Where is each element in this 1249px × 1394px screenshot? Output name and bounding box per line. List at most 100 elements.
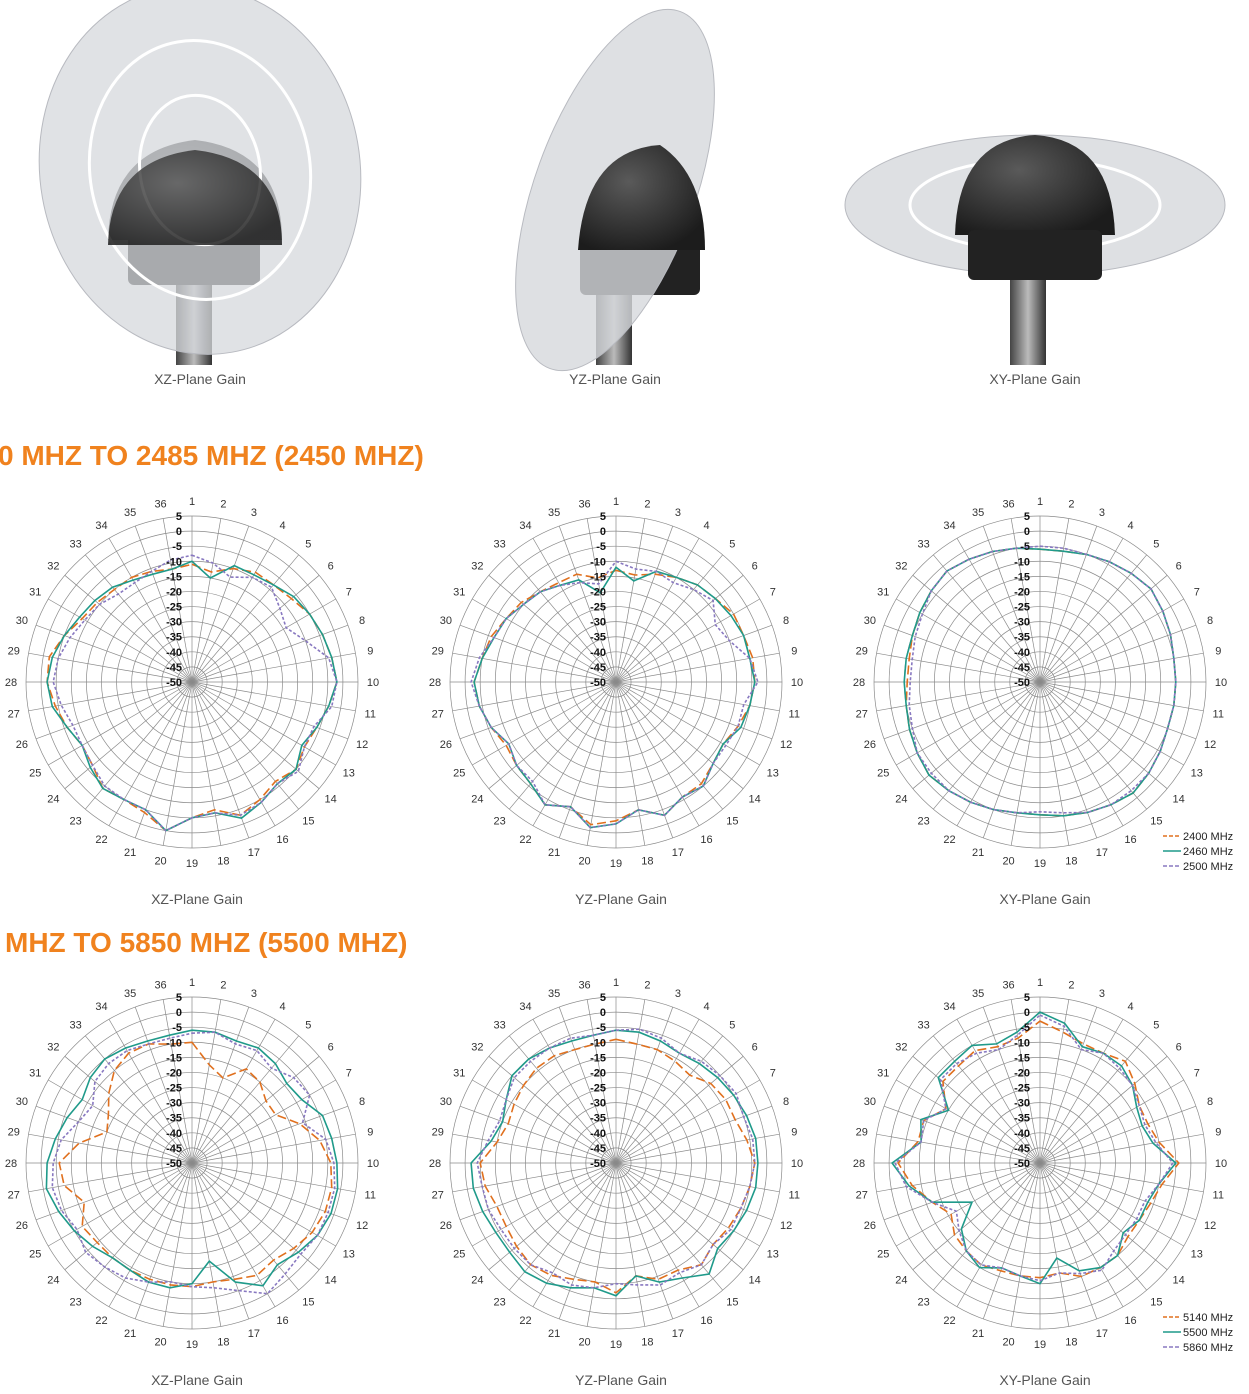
- grid-spoke: [883, 624, 1041, 683]
- chart-title: YZ-Plane Gain: [575, 1372, 667, 1388]
- angle-label: 2: [644, 499, 650, 511]
- angle-label: 20: [154, 855, 166, 867]
- angle-label: 25: [453, 768, 465, 780]
- r-tick-label: -5: [596, 1022, 606, 1034]
- angle-label: 26: [16, 739, 28, 751]
- angle-label: 34: [943, 520, 955, 532]
- angle-label: 22: [95, 834, 107, 846]
- grid-spoke: [912, 575, 1041, 683]
- angle-label: 19: [186, 858, 198, 870]
- grid-spoke: [191, 1035, 299, 1164]
- r-tick-label: -40: [1014, 647, 1030, 659]
- grid-spoke: [615, 999, 646, 1164]
- r-tick-label: 5: [600, 511, 606, 523]
- series-line: [908, 545, 1177, 814]
- r-tick-label: -20: [1014, 586, 1030, 598]
- grid-spoke: [956, 1162, 1041, 1307]
- grid-spoke: [956, 538, 1041, 683]
- grid-spoke: [162, 1162, 193, 1327]
- angle-label: 26: [440, 1220, 452, 1232]
- antenna-yz-image: [515, 8, 715, 372]
- grid-spoke: [615, 1162, 744, 1270]
- angle-label: 3: [1099, 507, 1105, 519]
- angle-label: 10: [1215, 1158, 1227, 1170]
- grid-spoke: [1039, 1162, 1197, 1221]
- angle-label: 31: [877, 587, 889, 599]
- angle-label: 13: [343, 1249, 355, 1261]
- angle-label: 20: [154, 1336, 166, 1348]
- angle-label: 28: [429, 677, 441, 689]
- angle-label: 4: [279, 520, 285, 532]
- grid-spoke: [452, 1133, 617, 1164]
- grid-spoke: [933, 1162, 1041, 1291]
- angle-label: 14: [325, 1274, 337, 1286]
- grid-spoke: [558, 681, 617, 839]
- angle-label: 5: [1153, 1019, 1159, 1031]
- grid-spoke: [85, 1162, 193, 1291]
- grid-spoke: [191, 598, 336, 683]
- r-tick-label: -40: [166, 1128, 182, 1140]
- angle-label: 36: [1002, 980, 1014, 992]
- polar-chart: 1 234567891011121314151617181920212223242…: [5, 496, 379, 907]
- r-tick-label: -10: [590, 556, 606, 568]
- angle-label: 23: [494, 1297, 506, 1309]
- grid-spoke: [615, 525, 674, 683]
- grid-spoke: [191, 538, 276, 683]
- angle-label: 34: [95, 520, 107, 532]
- r-tick-label: 5: [1024, 511, 1030, 523]
- grid-spoke: [85, 554, 193, 683]
- grid-spoke: [35, 624, 193, 683]
- angle-label: 4: [703, 520, 709, 532]
- grid-spoke: [615, 1035, 723, 1164]
- angle-label: 30: [440, 1096, 452, 1108]
- grid-spoke: [615, 1006, 674, 1164]
- r-tick-label: -5: [1020, 1022, 1030, 1034]
- angle-label: 24: [895, 1274, 907, 1286]
- grid-spoke: [615, 1162, 646, 1327]
- angle-label: 28: [429, 1158, 441, 1170]
- angle-label: 26: [864, 1220, 876, 1232]
- angle-label: 8: [359, 1096, 365, 1108]
- grid-spoke: [191, 681, 336, 766]
- grid-spoke: [191, 1079, 336, 1164]
- grid-spoke: [1039, 1056, 1168, 1164]
- grid-spoke: [191, 681, 250, 839]
- angle-label: 10: [367, 677, 379, 689]
- r-tick-label: -30: [590, 617, 606, 629]
- angle-label: 21: [124, 847, 136, 859]
- r-tick-label: -45: [1014, 1143, 1030, 1155]
- figure-caption: XY-Plane Gain: [989, 371, 1080, 387]
- grid-spoke: [896, 681, 1041, 766]
- angle-label: 1: [613, 977, 619, 989]
- angle-label: 33: [918, 1019, 930, 1031]
- r-tick-label: -10: [1014, 1037, 1030, 1049]
- angle-label: 14: [1173, 793, 1185, 805]
- angle-label: 19: [610, 1339, 622, 1351]
- angle-label: 15: [302, 816, 314, 828]
- angle-label: 27: [856, 1189, 868, 1201]
- grid-spoke: [1039, 1133, 1204, 1164]
- r-tick-label: -50: [1014, 677, 1030, 689]
- r-tick-label: -35: [1014, 1113, 1030, 1125]
- grid-spoke: [1039, 518, 1070, 683]
- angle-label: 15: [302, 1297, 314, 1309]
- angle-label: 31: [453, 587, 465, 599]
- angle-label: 32: [895, 1042, 907, 1054]
- angle-label: 21: [548, 1328, 560, 1340]
- angle-label: 33: [918, 538, 930, 550]
- angle-label: 24: [471, 793, 483, 805]
- r-tick-label: -30: [1014, 617, 1030, 629]
- angle-label: 34: [519, 1001, 531, 1013]
- angle-label: 4: [1127, 1001, 1133, 1013]
- angle-label: 29: [432, 1127, 444, 1139]
- angle-label: 16: [700, 1315, 712, 1327]
- angle-label: 15: [1150, 1297, 1162, 1309]
- angle-label: 22: [943, 834, 955, 846]
- grid-spoke: [1039, 1162, 1184, 1247]
- grid-spoke: [912, 1162, 1041, 1270]
- angle-label: 25: [877, 768, 889, 780]
- section-heading: MHZ TO 5850 MHZ (5500 MHZ): [5, 927, 407, 958]
- angle-label: 9: [791, 1127, 797, 1139]
- figure-caption: XZ-Plane Gain: [154, 371, 246, 387]
- grid-spoke: [472, 681, 617, 766]
